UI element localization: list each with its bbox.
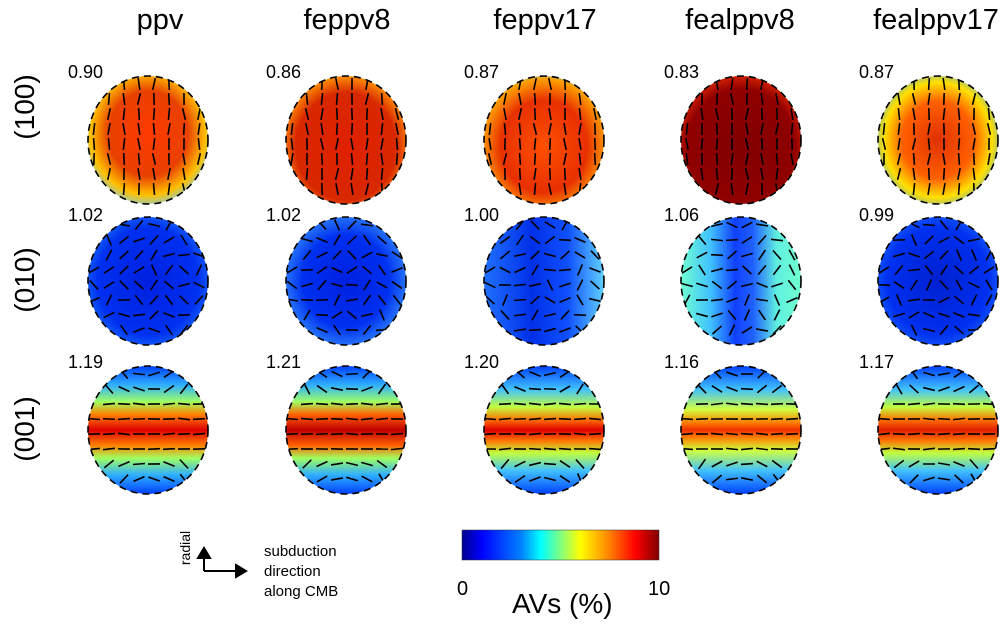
colorbar-max-label: 10 [648,578,671,600]
fast-axis-ticks [290,77,400,196]
axis-arrows [196,546,248,579]
fast-axis-ticks [487,77,597,196]
fast-axis-ticks [92,77,202,196]
pole-figure-feppv17-001 [483,365,605,495]
pole-figure-ppv-001 [87,365,209,495]
fast-axis-ticks [484,369,602,485]
pole-figure-fealppv17-010 [877,216,999,346]
colorbar-title: AVs (%) [512,588,613,619]
fast-axis-ticks [484,219,602,335]
fast-axis-ticks [286,369,404,485]
fast-axis-ticks [685,77,794,196]
pole-figure-feppv8-100 [285,75,407,205]
axis-label-line-3: along CMB [264,583,339,600]
fast-axis-ticks [878,219,995,336]
axis-label-radial: radial [177,530,194,566]
value-fealppv17-010: 0.99 [859,205,895,225]
value-ppv-001: 1.19 [68,352,104,372]
value-feppv17-001: 1.20 [464,352,500,372]
row-label-010: (010) [9,247,40,313]
value-ppv-010: 1.02 [68,205,104,225]
pole-figure-fealppv8-010 [680,216,802,346]
axis-label-line-2: direction [264,563,321,580]
pole-figure-feppv17-100 [483,75,605,205]
axis-label-line-1: subduction [264,543,337,560]
column-title-ppv: ppv [136,4,184,36]
pole-figure-feppv8-001 [285,365,407,495]
value-feppv8-010: 1.02 [266,205,302,225]
value-feppv17-100: 0.87 [464,62,500,82]
pole-figure-fealppv8-001 [680,365,802,495]
value-fealppv8-001: 1.16 [664,352,700,372]
pole-figure-feppv17-010 [483,216,605,346]
pole-figure-fealppv17-100 [877,75,999,205]
fast-axis-ticks [681,221,798,336]
value-feppv17-010: 1.00 [464,205,500,225]
colorbar [461,529,660,561]
fast-axis-ticks [881,77,992,196]
column-title-feppv8: feppv8 [303,4,391,36]
row-label-001: (001) [9,396,40,462]
fast-axis-ticks [88,219,205,336]
colorbar-min-label: 0 [457,578,469,600]
pole-figure-ppv-100 [87,75,209,205]
value-ppv-100: 0.90 [68,62,104,82]
pole-figure-fealppv8-100 [680,75,802,205]
value-feppv8-001: 1.21 [266,352,302,372]
fast-axis-ticks [88,368,206,485]
pole-figure-fealppv17-001 [877,365,999,495]
value-feppv8-100: 0.86 [266,62,302,82]
axis-label-subduction: subduction direction along CMB [264,542,338,602]
pole-figure-ppv-010 [87,216,209,346]
pole-figure-feppv8-010 [285,216,407,346]
value-fealppv17-100: 0.87 [859,62,895,82]
value-fealppv8-010: 1.06 [664,205,700,225]
value-fealppv17-001: 1.17 [859,352,895,372]
column-title-fealppv8: fealppv8 [685,4,795,36]
pole-figure-grid [87,75,999,495]
column-title-feppv17: feppv17 [493,4,597,36]
fast-axis-ticks [878,368,996,485]
value-fealppv8-100: 0.83 [664,62,700,82]
row-label-100: (100) [9,74,40,140]
column-title-fealppv17: fealppv17 [873,4,999,36]
